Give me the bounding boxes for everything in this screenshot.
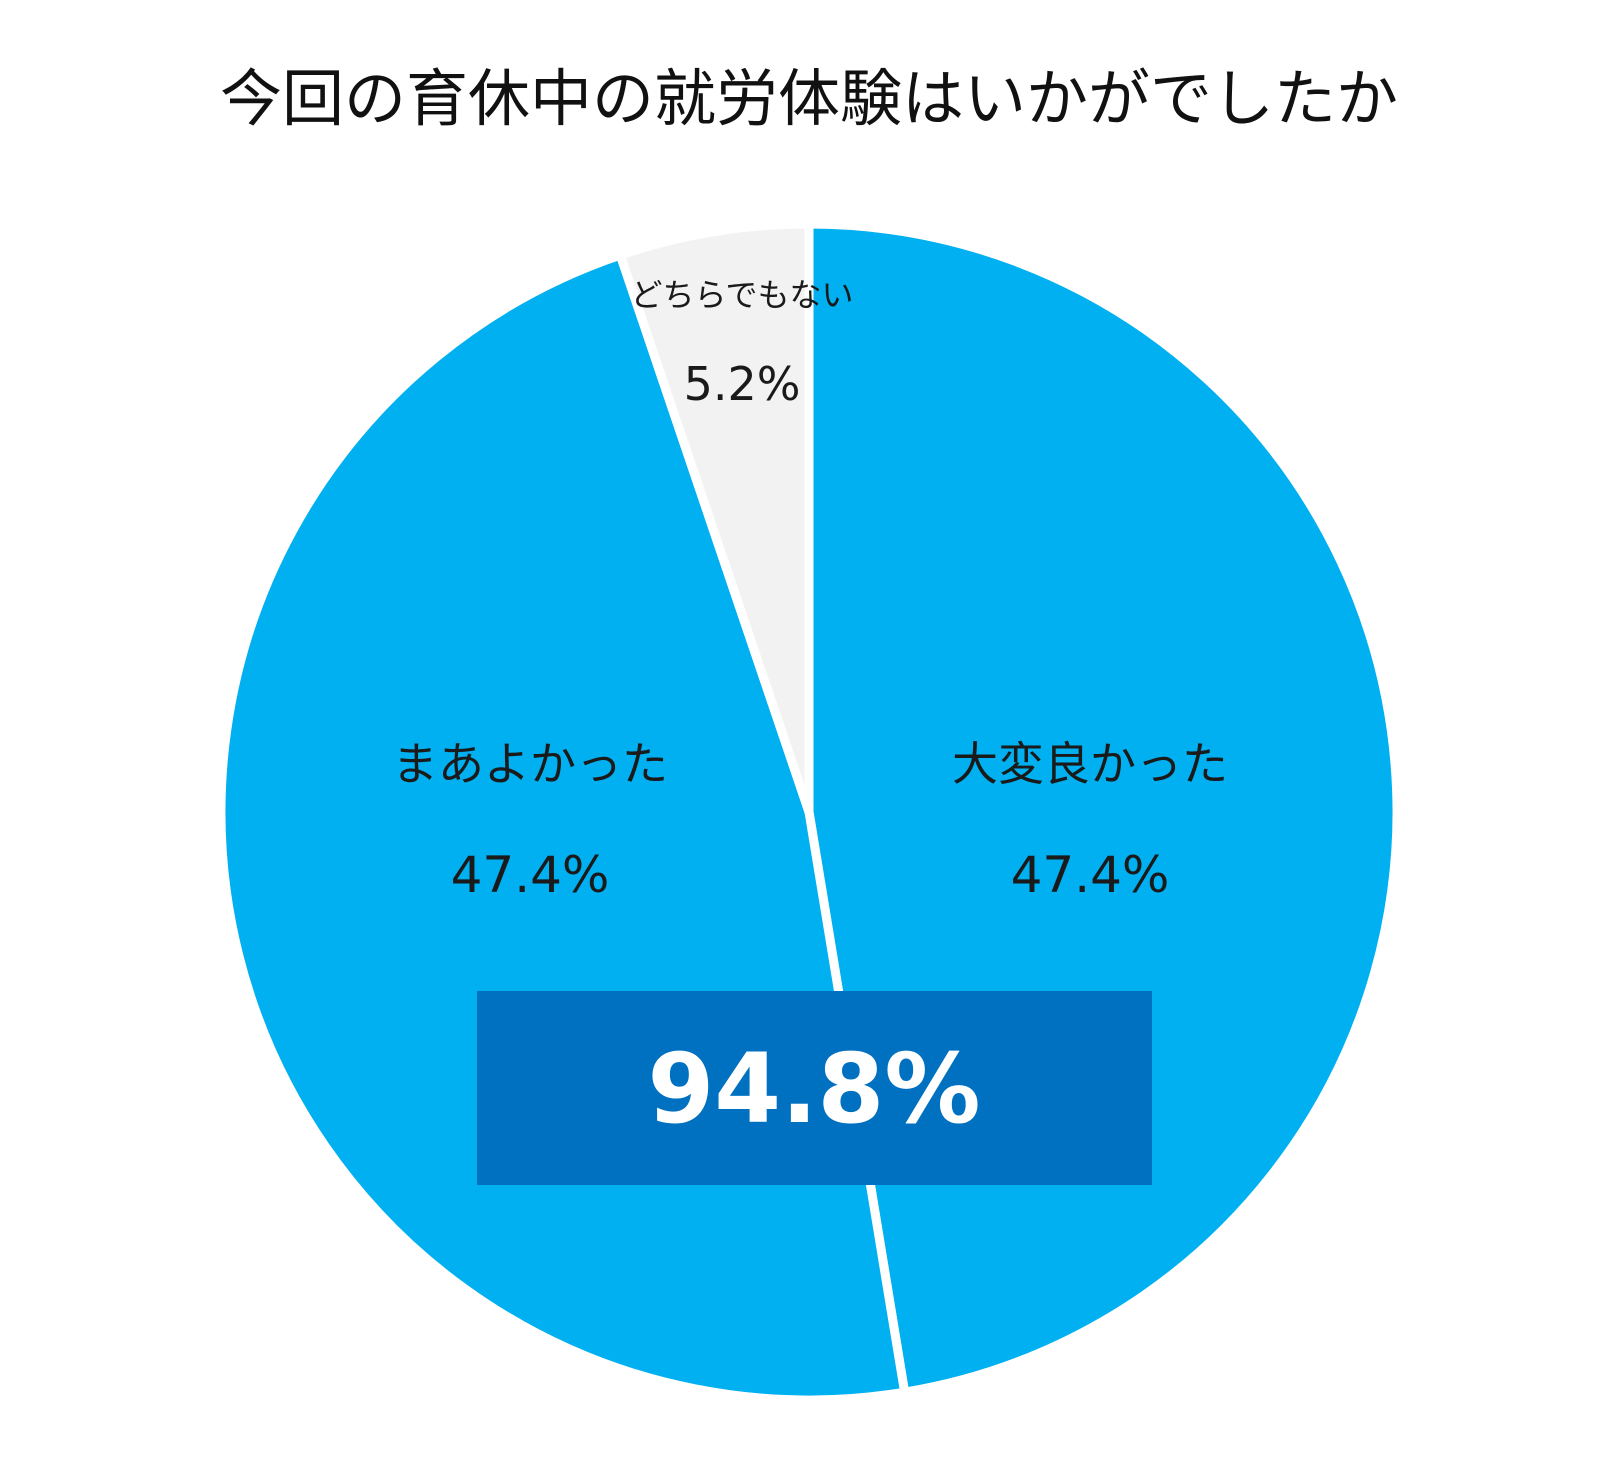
slice-label-2: まあよかった <box>392 737 668 791</box>
annotation-text: 94.8% <box>647 1033 980 1145</box>
chart-title: 今回の育休中の就労体験はいかがでしたか <box>219 62 1398 135</box>
slice-value-label-1: 47.4% <box>1011 846 1170 904</box>
slice-label-3: どちらでもない <box>630 276 853 314</box>
pie-slice-3 <box>615 219 814 817</box>
annotation-box <box>477 991 1152 1185</box>
slice-value-label-3: 5.2% <box>684 357 801 411</box>
slice-value-label-2: 47.4% <box>451 846 610 904</box>
slice-label-1: 大変良かった <box>952 737 1228 791</box>
pie-slice-1 <box>804 219 1402 1397</box>
